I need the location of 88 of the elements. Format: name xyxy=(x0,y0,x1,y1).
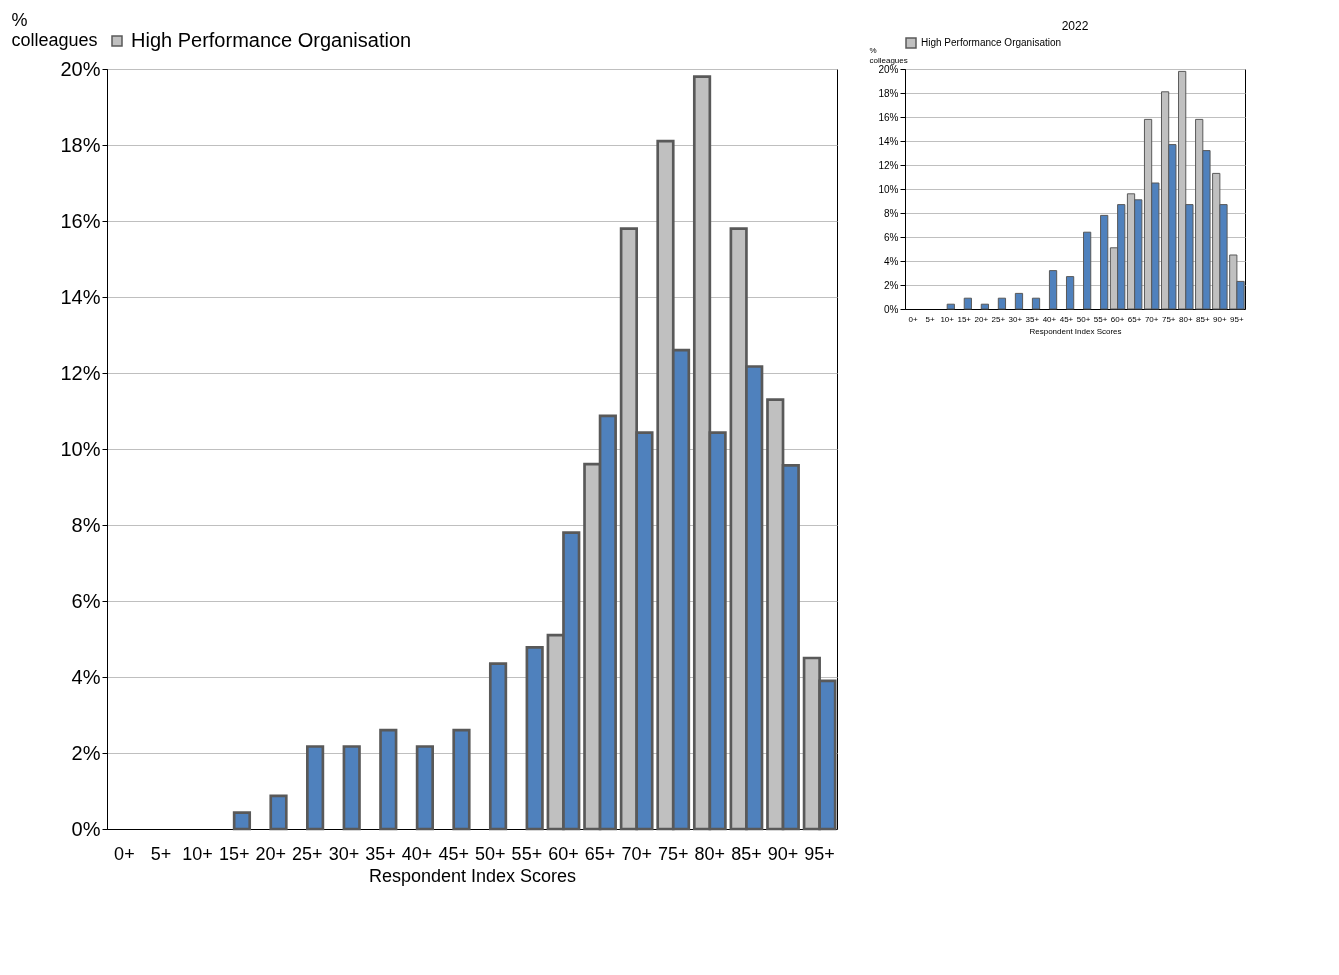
x-tick-label: 85+ xyxy=(1196,314,1210,324)
x-tick-label: 25+ xyxy=(292,843,323,864)
bar xyxy=(488,662,508,831)
x-tick-label: 20+ xyxy=(255,843,287,864)
y-axis-title: % colleagues xyxy=(11,9,98,50)
x-tick-label: 25+ xyxy=(991,314,1006,324)
x-axis-title: Respondent Index Scores xyxy=(1029,326,1122,336)
y-tick-label: 0% xyxy=(884,303,899,315)
y-tick-label: 16% xyxy=(878,111,899,123)
bar xyxy=(415,745,434,831)
x-axis-title: Respondent Index Scores xyxy=(368,865,577,886)
bar xyxy=(1100,214,1109,310)
y-tick-label: 2% xyxy=(884,279,899,291)
bar xyxy=(269,794,288,831)
x-tick-label: 30+ xyxy=(328,843,360,864)
x-tick-label: 80+ xyxy=(694,843,726,864)
legend-label: High Performance Organisation xyxy=(921,37,1062,48)
bar xyxy=(379,728,398,831)
x-tick-label: 90+ xyxy=(767,843,799,864)
x-tick-label: 45+ xyxy=(438,843,469,864)
y-tick-label: 14% xyxy=(878,135,899,147)
bar xyxy=(1083,231,1092,310)
y-tick-label: 6% xyxy=(71,589,101,612)
y-tick-label: 18% xyxy=(878,87,899,99)
bar xyxy=(1031,297,1041,310)
x-tick-label: 65+ xyxy=(584,843,616,864)
x-tick-label: 35+ xyxy=(365,843,396,864)
x-tick-label: 95+ xyxy=(1230,314,1245,324)
x-tick-label: 70+ xyxy=(621,843,652,864)
x-tick-label: 0+ xyxy=(114,843,135,864)
x-tick-label: 50+ xyxy=(1076,314,1091,324)
y-tick-label: 2% xyxy=(71,741,101,764)
x-tick-label: 20+ xyxy=(974,314,989,324)
y-tick-label: 12% xyxy=(60,361,101,384)
x-tick-label: 40+ xyxy=(401,843,433,864)
x-tick-label: 70+ xyxy=(1144,314,1159,324)
x-tick-label: 65+ xyxy=(1127,314,1142,324)
y-axis-title: % colleagues xyxy=(869,45,908,65)
y-tick-label: 14% xyxy=(60,285,101,308)
x-tick-label: 5+ xyxy=(925,314,936,324)
x-tick-label: 35+ xyxy=(1025,314,1040,324)
x-tick-label: 50+ xyxy=(475,843,506,864)
x-tick-label: 90+ xyxy=(1213,314,1227,324)
y-tick-label: 10% xyxy=(878,183,899,195)
x-tick-label: 30+ xyxy=(1008,314,1023,324)
bar xyxy=(525,646,544,831)
y-tick-label: 12% xyxy=(878,159,899,171)
y-tick-label: 20% xyxy=(878,63,899,75)
x-tick-label: 5+ xyxy=(150,843,172,864)
x-tick-label: 60+ xyxy=(548,843,579,864)
bar xyxy=(946,303,955,310)
bar xyxy=(963,297,972,310)
x-tick-label: 85+ xyxy=(731,843,762,864)
y-tick-label: 6% xyxy=(884,231,899,243)
x-tick-label: 45+ xyxy=(1059,314,1074,324)
y-tick-label: 0% xyxy=(71,817,101,840)
y-tick-label: 10% xyxy=(60,437,101,460)
bar xyxy=(997,297,1007,310)
x-tick-label: 40+ xyxy=(1042,314,1057,324)
x-tick-label: 55+ xyxy=(511,843,543,864)
y-tick-label: 16% xyxy=(60,209,101,232)
x-tick-label: 10+ xyxy=(940,314,955,324)
bar xyxy=(232,811,252,831)
x-tick-label: 15+ xyxy=(218,843,250,864)
x-tick-label: 0+ xyxy=(908,314,918,324)
y-tick-label: 18% xyxy=(60,133,101,156)
x-tick-label: 75+ xyxy=(1161,314,1176,324)
x-tick-label: 80+ xyxy=(1178,314,1193,324)
y-tick-label: 8% xyxy=(71,513,101,536)
x-tick-label: 15+ xyxy=(957,314,972,324)
y-tick-label: 8% xyxy=(884,207,899,219)
bar xyxy=(306,745,325,831)
y-tick-label: 4% xyxy=(71,665,101,688)
x-tick-label: 60+ xyxy=(1110,314,1125,324)
x-tick-label: 55+ xyxy=(1093,314,1108,324)
bar xyxy=(1065,276,1075,310)
bar xyxy=(342,745,361,831)
x-tick-label: 95+ xyxy=(804,843,835,864)
x-tick-label: 10+ xyxy=(182,843,213,864)
y-tick-label: 4% xyxy=(884,255,899,267)
legend-label: High Performance Organisation xyxy=(131,29,412,51)
y-tick-label: 20% xyxy=(60,57,101,80)
bar xyxy=(1014,292,1024,310)
bar xyxy=(452,728,471,831)
bar xyxy=(1048,270,1058,310)
chart-title: 2022 xyxy=(1061,19,1089,33)
bar xyxy=(980,303,990,310)
x-tick-label: 75+ xyxy=(657,843,689,864)
